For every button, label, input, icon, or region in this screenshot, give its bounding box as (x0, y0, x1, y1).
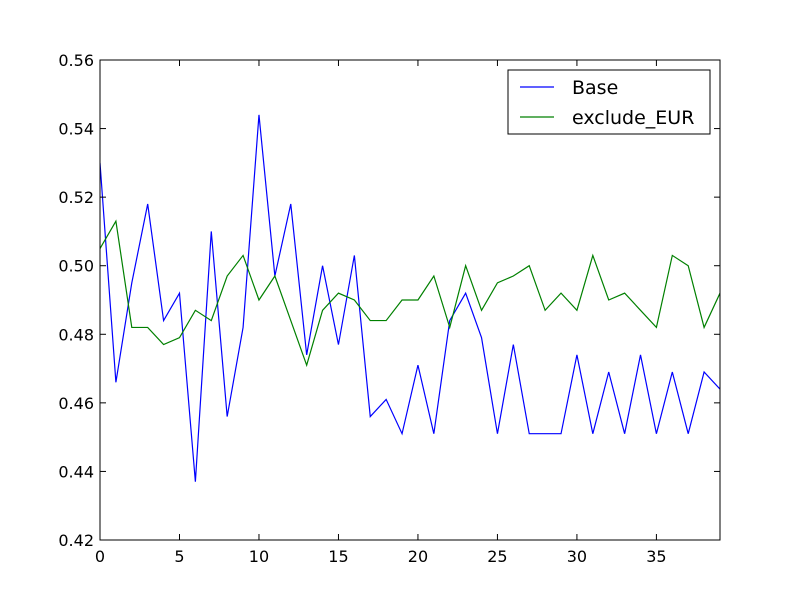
y-tick-label: 0.50 (58, 257, 94, 276)
x-tick-label: 0 (95, 547, 105, 566)
plot-frame (99, 59, 721, 541)
x-tick-label: 25 (487, 547, 507, 566)
y-tick-label: 0.56 (58, 51, 94, 70)
legend-label: exclude_EUR (572, 107, 694, 129)
plot-lines (100, 114, 720, 482)
x-tick-label: 35 (646, 547, 666, 566)
x-tick-label: 15 (328, 547, 348, 566)
y-tick-label: 0.48 (58, 325, 94, 344)
legend: Base exclude_EUR (507, 69, 711, 135)
y-tick-label: 0.54 (58, 120, 94, 139)
x-tick-label: 5 (174, 547, 184, 566)
x-tick-label: 20 (408, 547, 428, 566)
y-tick-label: 0.44 (58, 462, 94, 481)
series-line-exclude-eur (100, 219, 720, 368)
x-tick-label: 30 (567, 547, 587, 566)
axis-ticks: 0 5 10 15 20 25 30 35 0.42 0.44 0.46 0.48 0.50 0.52 0.… (58, 51, 720, 566)
legend-box (507, 69, 711, 135)
series-line-base (100, 114, 720, 482)
y-tick-label: 0.42 (58, 531, 94, 550)
x-tick-label: 10 (249, 547, 269, 566)
y-tick-label: 0.46 (58, 394, 94, 413)
legend-label: Base (572, 77, 618, 99)
y-tick-label: 0.52 (58, 188, 94, 207)
